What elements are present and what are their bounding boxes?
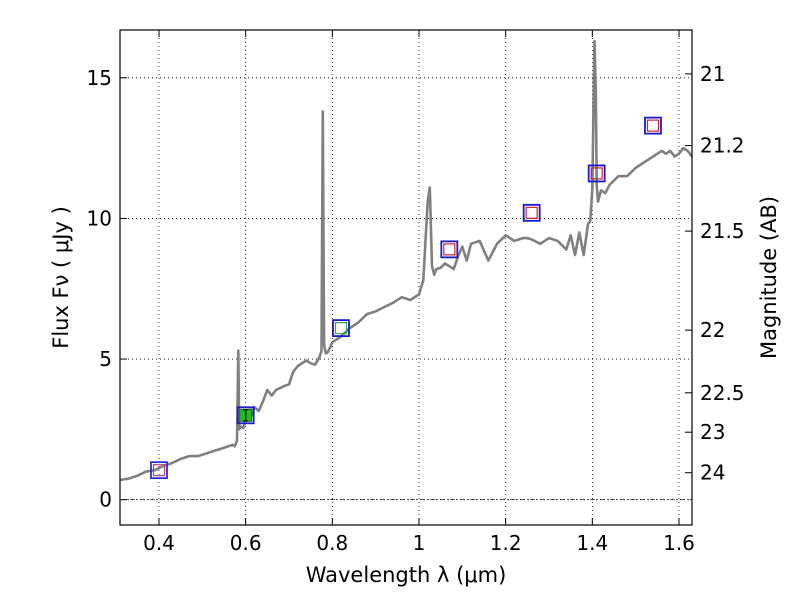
photometry-box <box>522 203 541 222</box>
model-box <box>525 206 538 219</box>
x-tick-label: 0.8 <box>316 531 348 555</box>
model-box <box>152 464 166 477</box>
x-tick-label: 1.4 <box>576 531 608 555</box>
x-tick-label: 1 <box>413 531 426 555</box>
x-tick-label: 0.6 <box>230 531 262 555</box>
model-box <box>590 167 603 180</box>
model-box <box>334 322 348 335</box>
y-axis-label: Flux Fν ( μJy ) <box>49 206 73 349</box>
right-tick-label: 23 <box>700 420 725 444</box>
y-tick-label: 0 <box>99 488 112 512</box>
x-axis-label: Wavelength λ (μm) <box>306 563 507 587</box>
right-tick-label: 22 <box>700 318 725 342</box>
photometry-box <box>440 240 459 259</box>
plot-frame <box>119 29 693 526</box>
y-tick-label: 15 <box>87 66 112 90</box>
x-tick-label: 1.6 <box>663 531 695 555</box>
grid <box>120 30 692 525</box>
right-tick-label: 21.2 <box>700 134 745 158</box>
photometry-box <box>150 461 168 480</box>
right-tick-label: 21.5 <box>700 219 745 243</box>
right-tick-label: 24 <box>700 461 725 485</box>
right-axis-label: Magnitude (AB) <box>757 196 781 359</box>
y-axis-ticks: 0 5 10 15 <box>87 66 127 512</box>
photometry-box <box>587 164 606 183</box>
model-box <box>646 119 660 132</box>
right-tick-label: 21 <box>700 62 725 86</box>
x-tick-label: 1.2 <box>490 531 522 555</box>
right-axis-ticks: 21 21.2 21.5 22 22.5 23 24 <box>685 62 745 485</box>
spectrum-line <box>119 39 694 482</box>
y-tick-label: 10 <box>87 206 112 230</box>
model-box <box>443 243 456 256</box>
series-layer <box>119 39 694 482</box>
photometry-box <box>644 116 662 135</box>
x-tick-label: 0.4 <box>143 531 175 555</box>
photometry-box <box>332 319 350 338</box>
x-axis-ticks: 0.4 0.6 0.8 1 1.2 1.4 1.6 <box>143 30 695 555</box>
y-tick-label: 5 <box>99 347 112 371</box>
right-tick-label: 22.5 <box>700 381 745 405</box>
photometry-markers <box>150 116 662 480</box>
photometry-box <box>236 406 255 425</box>
